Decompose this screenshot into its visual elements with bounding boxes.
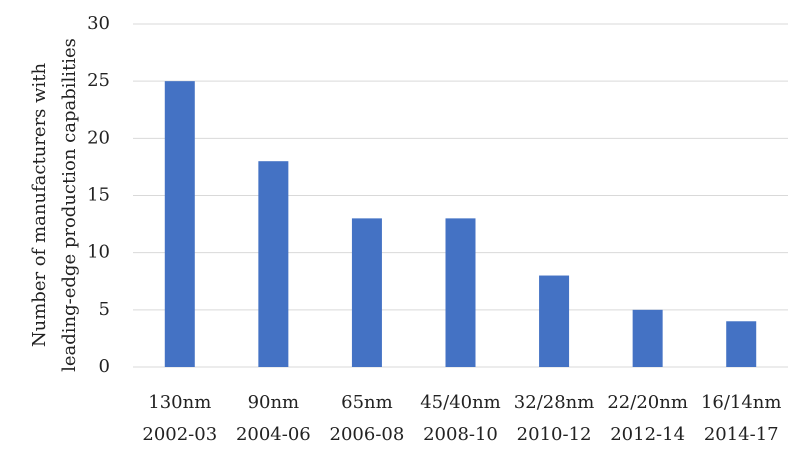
x-tick-label: 130nm bbox=[148, 392, 211, 413]
x-tick-label: 45/40nm bbox=[420, 392, 501, 413]
y-tick-label: 30 bbox=[87, 13, 110, 34]
bar bbox=[726, 321, 757, 367]
y-tick-label: 20 bbox=[87, 127, 110, 148]
x-tick-label: 65nm bbox=[341, 392, 393, 413]
y-axis-title: Number of manufacturers with leading-edg… bbox=[29, 38, 80, 372]
y-tick-label: 10 bbox=[87, 242, 110, 263]
y-tick-label: 25 bbox=[87, 70, 110, 91]
x-tick-label: 2008-10 bbox=[423, 424, 498, 445]
x-tick-label: 2010-12 bbox=[517, 424, 592, 445]
y-axis-title-line: Number of manufacturers with bbox=[29, 62, 50, 347]
x-tick-label: 22/20nm bbox=[607, 392, 688, 413]
bar bbox=[445, 218, 476, 367]
y-tick-label: 15 bbox=[87, 185, 110, 206]
x-tick-label: 32/28nm bbox=[514, 392, 595, 413]
x-tick-label: 2002-03 bbox=[142, 424, 217, 445]
y-tick-label: 0 bbox=[99, 356, 110, 377]
x-tick-label: 2012-14 bbox=[610, 424, 685, 445]
y-tick-label: 5 bbox=[99, 299, 110, 320]
x-tick-label: 2006-08 bbox=[330, 424, 405, 445]
y-axis-title-line: leading-edge production capabilities bbox=[59, 38, 80, 372]
bar bbox=[258, 161, 289, 367]
x-tick-label: 16/14nm bbox=[701, 392, 782, 413]
x-tick-label: 2014-17 bbox=[704, 424, 779, 445]
bar bbox=[351, 218, 382, 367]
bar bbox=[539, 275, 570, 367]
x-tick-label: 90nm bbox=[248, 392, 300, 413]
bar bbox=[164, 81, 195, 368]
bar bbox=[632, 309, 663, 367]
x-tick-label: 2004-06 bbox=[236, 424, 311, 445]
